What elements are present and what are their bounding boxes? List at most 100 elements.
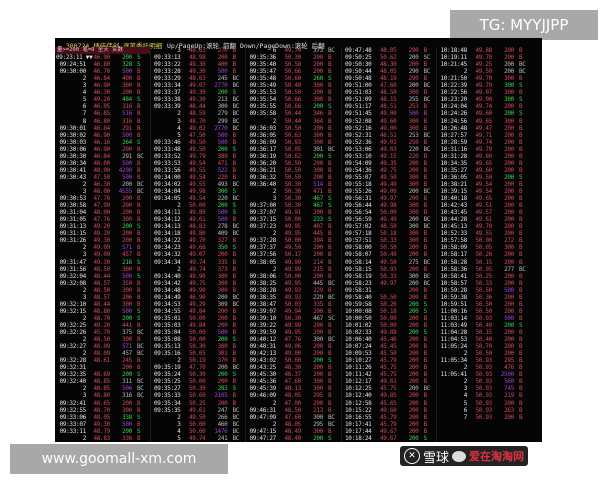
tick-price: 50.26 xyxy=(475,251,492,259)
tick-time: 10:22:56 xyxy=(440,89,468,97)
tick-time: 09:38:25 xyxy=(249,279,277,287)
tick-time: 2 xyxy=(82,75,87,83)
tick-price: 50.00 xyxy=(475,237,492,245)
tick-volume: 335 xyxy=(217,258,228,266)
tick-volume: 200 xyxy=(217,378,228,386)
tick-volume: 200 xyxy=(504,251,514,259)
tick-flag: B xyxy=(137,195,141,203)
tick-volume: 300 xyxy=(408,272,419,280)
tick-time: 10:58:36 xyxy=(440,265,468,273)
tick-price: 49.06 xyxy=(284,343,301,351)
tick-flag: B xyxy=(137,173,141,181)
tick-price: 49.07 xyxy=(475,89,492,97)
tick-volume: 745 xyxy=(504,385,514,393)
tick-price: 50.93 xyxy=(475,357,492,365)
tick-volume: 500 xyxy=(122,420,132,428)
tick-price: 47.50 xyxy=(188,131,206,139)
tick-volume: 200 xyxy=(313,244,323,252)
filter-header[interactable]: 量>=200 笔=0 全天 实数 xyxy=(55,47,151,54)
tick-volume: 263 xyxy=(504,406,514,414)
tick-volume: 245 xyxy=(122,357,132,365)
tick-time: 6 xyxy=(272,47,277,54)
tick-time: 09:58:31 xyxy=(345,286,372,294)
tick-price: 49.98 xyxy=(188,188,206,195)
tick-time: 11:04:28 xyxy=(440,329,468,336)
tick-price: 47.76 xyxy=(93,216,110,224)
tick-time: 09:54:36 xyxy=(345,166,372,174)
tick-time: 09:56:59 xyxy=(345,216,372,224)
tick-flag: B xyxy=(519,237,523,245)
tick-volume: 200 xyxy=(504,195,514,203)
tick-volume: 200 xyxy=(504,159,514,167)
tick-flag: B xyxy=(232,47,237,54)
tick-volume: 229 xyxy=(313,286,323,294)
tick-flag: B xyxy=(519,195,523,203)
tick-time: 09:32:41 xyxy=(59,399,87,407)
tick-price: 47.60 xyxy=(284,378,301,386)
tick-time: 09:33:22 xyxy=(154,61,181,69)
tick-price: 49.50 xyxy=(379,173,397,181)
tick-volume: 200 xyxy=(504,68,514,76)
tick-volume: 300 xyxy=(313,131,323,139)
tick-volume: 200 xyxy=(122,180,132,188)
tick-volume: 467 xyxy=(313,202,323,210)
tick-flag: B xyxy=(519,286,523,294)
tick-price: 48.50 xyxy=(379,89,397,97)
tick-flag: B xyxy=(137,82,141,90)
tick-volume: 500 xyxy=(122,173,132,181)
tick-flag: B xyxy=(423,110,428,118)
tick-flag: BC xyxy=(423,216,431,224)
tick-time: 10:21:45 xyxy=(440,61,468,69)
tick-volume: 200 xyxy=(504,110,514,118)
tick-time: 09:32:10 xyxy=(59,300,87,308)
tick-flag: S xyxy=(137,272,141,280)
tick-price: 49.00 xyxy=(379,124,397,132)
tick-volume: 200 xyxy=(504,152,514,160)
tick-price: 50.36 xyxy=(475,293,492,301)
tick-price: 49.70 xyxy=(188,237,206,245)
tick-flag: B xyxy=(519,258,523,266)
tick-volume: 200 xyxy=(313,251,323,259)
tick-price: 49.84 xyxy=(188,321,206,329)
brand-logo: 爱在淘淘网 xyxy=(469,450,525,463)
tick-volume: 200 xyxy=(122,364,132,372)
tick-volume: 2770 xyxy=(214,82,228,90)
tick-time: 09:46:31 xyxy=(249,406,277,414)
tick-time: 09:53:10 xyxy=(345,152,372,160)
tick-time: 09:47:27 xyxy=(249,434,277,442)
tick-volume: 200 xyxy=(313,321,323,329)
tick-flag: B xyxy=(328,427,332,435)
tick-time: 2 xyxy=(177,110,181,118)
tick-volume: 200 xyxy=(504,307,514,315)
tick-flag: BC xyxy=(232,406,240,414)
tick-volume: 253 xyxy=(408,131,419,139)
tick-flag: B xyxy=(519,216,523,224)
tick-time: 09:38:06 xyxy=(249,272,277,280)
tick-time: 09:31:56 xyxy=(59,265,87,273)
tick-time: 10:18:24 xyxy=(345,434,372,442)
tick-volume: 200 xyxy=(313,357,323,365)
tick-volume: 316 xyxy=(122,103,132,111)
tick-flag: B xyxy=(232,321,237,329)
tick-price: 50.93 xyxy=(475,399,492,407)
tick-flag: B xyxy=(328,96,332,104)
tick-flag: BC xyxy=(137,152,144,160)
tick-time: 09:50:48 xyxy=(345,75,372,83)
tick-volume: 300 xyxy=(408,209,419,217)
tick-volume: 200 xyxy=(122,237,132,245)
tick-price: 46.30 xyxy=(93,89,110,97)
tick-flag: B xyxy=(519,103,523,111)
tick-volume: 200 xyxy=(217,145,228,153)
tick-flag: B xyxy=(519,223,523,231)
tick-time: 11:05:41 xyxy=(440,371,468,379)
tick-flag: B xyxy=(328,392,332,400)
tick-time: 10:02:33 xyxy=(345,329,372,336)
tick-price: 49.00 xyxy=(379,188,397,195)
tick-price: 49.01 xyxy=(379,138,397,146)
tick-price: 48.50 xyxy=(93,265,110,273)
tick-volume: 300 xyxy=(217,103,228,111)
tick-time: 09:57:51 xyxy=(345,237,372,245)
tick-volume: 516 xyxy=(122,110,132,118)
tick-volume: 200 xyxy=(217,371,228,379)
tick-time: 10:28:59 xyxy=(440,138,468,146)
